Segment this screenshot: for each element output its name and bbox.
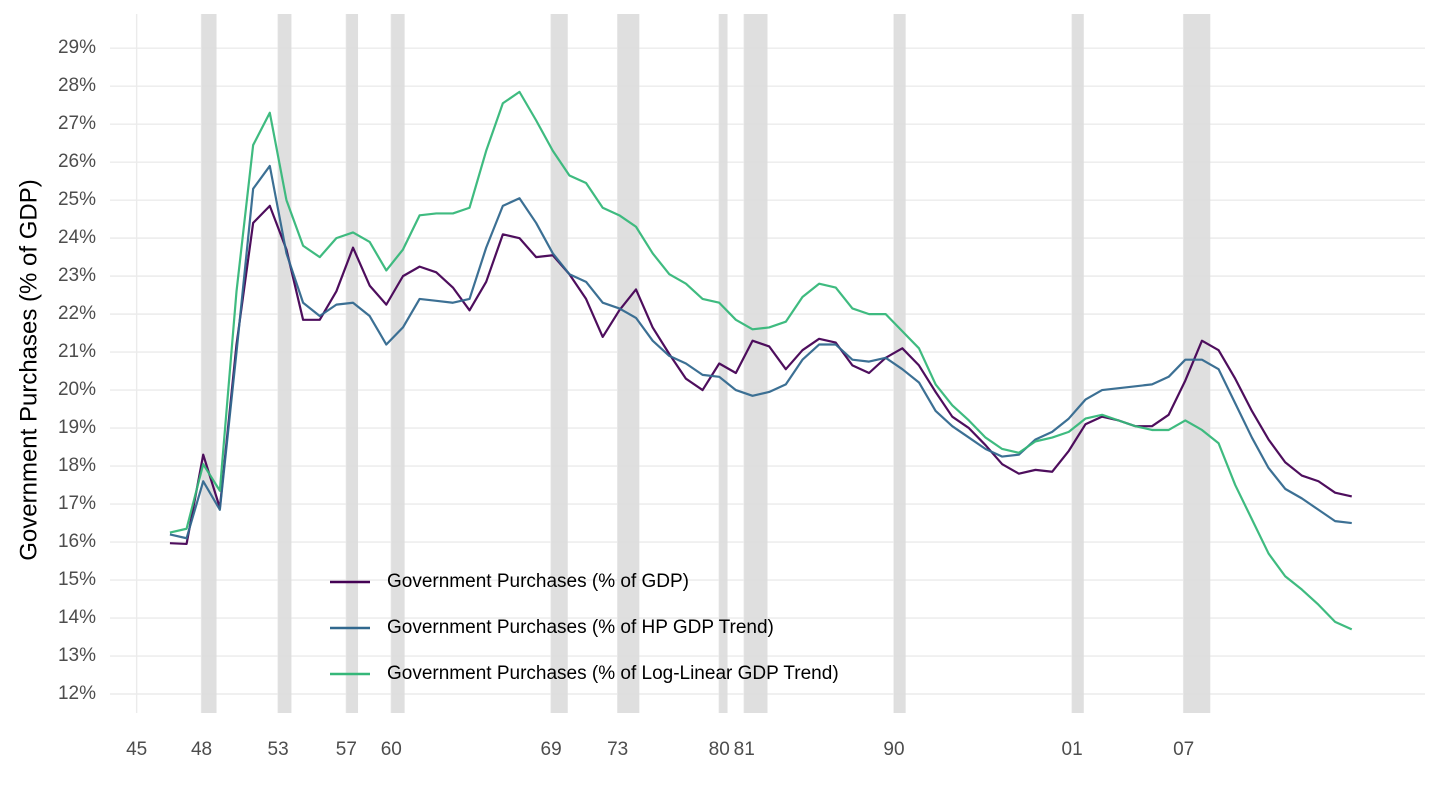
y-tick-label: 27% (58, 113, 96, 134)
y-tick-label: 18% (58, 455, 96, 476)
y-tick-label: 19% (58, 417, 96, 438)
recession-band (617, 14, 640, 713)
series-line (169, 204, 1353, 546)
y-axis-title: Government Purchases (% of GDP) (15, 179, 42, 560)
series-line (169, 164, 1352, 540)
recession-band (391, 14, 405, 713)
y-tick-label: 28% (58, 75, 96, 96)
recession-band (278, 14, 292, 713)
series-line (169, 90, 1353, 631)
recession-band (1072, 14, 1084, 713)
x-tick-label: 48 (191, 739, 212, 760)
recession-band (894, 14, 906, 713)
recession-band (201, 14, 217, 713)
x-tick-label: 80 (709, 739, 730, 760)
y-tick-label: 13% (58, 645, 96, 666)
x-tick-label: 73 (607, 739, 628, 760)
x-tick-label: 90 (883, 739, 904, 760)
y-tick-label: 21% (58, 341, 96, 362)
recession-band (346, 14, 359, 713)
legend-label: Government Purchases (% of Log-Linear GD… (387, 663, 839, 684)
y-tick-label: 23% (58, 265, 96, 286)
x-tick-label: 69 (541, 739, 562, 760)
recession-band (1183, 14, 1211, 713)
y-tick-label: 14% (58, 607, 96, 628)
recession-band (551, 14, 568, 713)
x-tick-label: 57 (336, 739, 357, 760)
y-tick-label: 20% (58, 379, 96, 400)
legend-label: Government Purchases (% of HP GDP Trend) (387, 617, 774, 638)
y-tick-label: 24% (58, 227, 96, 248)
recession-band (744, 14, 768, 713)
y-tick-label: 29% (58, 37, 96, 58)
y-tick-label: 22% (58, 303, 96, 324)
y-tick-label: 12% (58, 683, 96, 704)
x-tick-label: 01 (1062, 739, 1083, 760)
recession-band (719, 14, 728, 713)
x-tick-label: 53 (268, 739, 289, 760)
y-tick-label: 25% (58, 189, 96, 210)
x-tick-label: 45 (126, 739, 147, 760)
x-tick-label: 60 (381, 739, 402, 760)
y-tick-label: 15% (58, 569, 96, 590)
y-tick-label: 16% (58, 531, 96, 552)
x-tick-label: 81 (734, 739, 755, 760)
x-tick-label: 07 (1173, 739, 1194, 760)
y-tick-label: 26% (58, 151, 96, 172)
y-tick-label: 17% (58, 493, 96, 514)
legend-label: Government Purchases (% of GDP) (387, 571, 689, 592)
